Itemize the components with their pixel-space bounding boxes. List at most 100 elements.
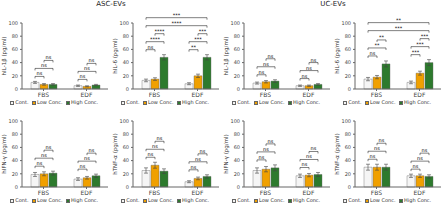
svg-text:hIFN-γ (pg/ml): hIFN-γ (pg/ml) xyxy=(223,134,230,173)
svg-text:ns: ns xyxy=(89,57,95,63)
svg-text:0: 0 xyxy=(126,184,129,190)
svg-text:20: 20 xyxy=(345,171,351,177)
svg-text:****: **** xyxy=(155,28,166,34)
svg-text:***: *** xyxy=(421,33,429,39)
svg-text:ns: ns xyxy=(311,145,317,151)
svg-text:ns: ns xyxy=(370,153,376,159)
svg-text:hIL-6 (pg/ml): hIL-6 (pg/ml) xyxy=(112,38,119,73)
svg-text:***: *** xyxy=(395,25,403,31)
svg-text:ns: ns xyxy=(37,160,43,166)
svg-text:80: 80 xyxy=(12,33,18,39)
svg-text:ns: ns xyxy=(148,44,154,50)
svg-text:hIL-1β (pg/ml): hIL-1β (pg/ml) xyxy=(223,37,230,76)
svg-text:hTNF-α (pg/ml): hTNF-α (pg/ml) xyxy=(112,133,119,175)
svg-text:80: 80 xyxy=(234,33,240,39)
svg-text:ns: ns xyxy=(84,65,90,71)
svg-text:EDF: EDF xyxy=(414,189,426,196)
svg-text:ns: ns xyxy=(46,54,52,60)
svg-text:ns: ns xyxy=(263,146,269,152)
svg-text:EDF: EDF xyxy=(192,91,204,98)
svg-text:0: 0 xyxy=(348,184,351,190)
svg-text:0: 0 xyxy=(237,86,240,92)
svg-text:***: *** xyxy=(194,36,202,42)
svg-text:***: *** xyxy=(199,28,207,34)
svg-text:ns: ns xyxy=(259,69,265,75)
svg-text:0: 0 xyxy=(15,184,18,190)
svg-text:40: 40 xyxy=(123,157,129,163)
svg-text:0: 0 xyxy=(15,86,18,92)
svg-text:ns: ns xyxy=(259,154,265,160)
svg-text:ns: ns xyxy=(80,73,86,79)
svg-text:ns: ns xyxy=(311,57,317,63)
svg-text:FBS: FBS xyxy=(149,91,160,98)
svg-text:FBS: FBS xyxy=(149,189,160,196)
svg-text:****: **** xyxy=(150,36,161,42)
svg-text:60: 60 xyxy=(234,144,240,150)
svg-text:40: 40 xyxy=(345,59,351,65)
svg-text:60: 60 xyxy=(345,144,351,150)
svg-text:FBS: FBS xyxy=(260,91,271,98)
svg-text:ns: ns xyxy=(195,156,201,162)
svg-text:40: 40 xyxy=(12,59,18,65)
svg-text:100: 100 xyxy=(341,20,351,26)
svg-text:100: 100 xyxy=(230,20,240,26)
svg-text:**: ** xyxy=(191,44,197,50)
svg-text:60: 60 xyxy=(345,46,351,52)
svg-text:ns: ns xyxy=(413,163,419,169)
svg-text:****: **** xyxy=(172,20,183,26)
svg-text:20: 20 xyxy=(345,73,351,79)
svg-text:40: 40 xyxy=(345,157,351,163)
svg-text:ns: ns xyxy=(41,62,47,68)
svg-text:hTNF-α (pg/ml): hTNF-α (pg/ml) xyxy=(334,133,341,175)
svg-text:FBS: FBS xyxy=(260,189,271,196)
svg-text:ns: ns xyxy=(306,65,312,71)
svg-text:ns: ns xyxy=(302,73,308,79)
svg-text:ns: ns xyxy=(41,152,47,158)
svg-text:20: 20 xyxy=(123,73,129,79)
svg-text:80: 80 xyxy=(123,131,129,137)
svg-text:FBS: FBS xyxy=(371,189,382,196)
svg-text:20: 20 xyxy=(12,73,18,79)
svg-text:FBS: FBS xyxy=(371,91,382,98)
svg-text:hIL-6 (pg/ml): hIL-6 (pg/ml) xyxy=(334,38,341,73)
svg-text:60: 60 xyxy=(12,144,18,150)
svg-text:EDF: EDF xyxy=(192,189,204,196)
svg-text:***: *** xyxy=(412,49,420,55)
svg-text:80: 80 xyxy=(345,131,351,137)
svg-text:ns: ns xyxy=(379,137,385,143)
svg-text:40: 40 xyxy=(234,157,240,163)
svg-text:ns: ns xyxy=(84,155,90,161)
svg-text:ns: ns xyxy=(89,147,95,153)
svg-text:100: 100 xyxy=(8,20,18,26)
svg-text:ns: ns xyxy=(263,61,269,67)
svg-text:EDF: EDF xyxy=(81,91,93,98)
svg-text:20: 20 xyxy=(123,171,129,177)
svg-text:ns: ns xyxy=(157,135,163,141)
svg-text:ns: ns xyxy=(268,138,274,144)
svg-text:EDF: EDF xyxy=(414,91,426,98)
svg-text:ns: ns xyxy=(422,147,428,153)
svg-text:40: 40 xyxy=(234,59,240,65)
svg-text:0: 0 xyxy=(348,86,351,92)
svg-text:EDF: EDF xyxy=(81,189,93,196)
svg-text:ns: ns xyxy=(200,148,206,154)
svg-text:ns: ns xyxy=(417,155,423,161)
svg-text:ns: ns xyxy=(302,161,308,167)
svg-text:60: 60 xyxy=(12,46,18,52)
svg-text:20: 20 xyxy=(234,73,240,79)
svg-text:80: 80 xyxy=(12,131,18,137)
svg-text:ns: ns xyxy=(374,145,380,151)
svg-text:100: 100 xyxy=(119,20,129,26)
svg-text:80: 80 xyxy=(234,131,240,137)
svg-text:**: ** xyxy=(396,17,402,23)
svg-text:100: 100 xyxy=(230,118,240,124)
svg-text:ns: ns xyxy=(370,50,376,56)
svg-text:EDF: EDF xyxy=(303,189,315,196)
svg-text:100: 100 xyxy=(119,118,129,124)
svg-text:60: 60 xyxy=(123,144,129,150)
svg-text:20: 20 xyxy=(12,171,18,177)
svg-text:ns: ns xyxy=(268,53,274,59)
svg-text:ns: ns xyxy=(80,163,86,169)
svg-text:**: ** xyxy=(375,42,381,48)
svg-text:ns: ns xyxy=(46,144,52,150)
